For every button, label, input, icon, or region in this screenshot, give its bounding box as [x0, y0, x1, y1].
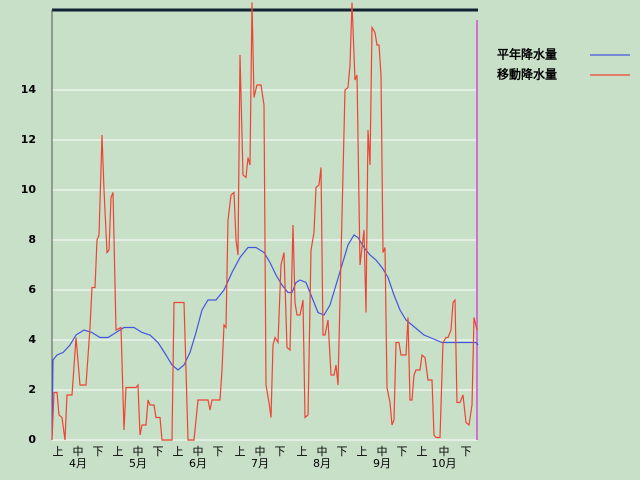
x-tick-label: 中	[73, 445, 84, 458]
x-tick-label: 中	[317, 445, 328, 458]
legend-label: 平年降水量	[497, 47, 557, 62]
x-tick-label: 上	[357, 445, 368, 458]
month-label: 7月	[251, 457, 269, 470]
y-tick-label: 6	[28, 283, 36, 296]
x-tick-label: 下	[461, 445, 472, 458]
legend-label: 移動降水量	[497, 67, 557, 82]
y-tick-label: 0	[28, 433, 36, 446]
x-tick-label: 中	[439, 445, 450, 458]
x-tick-label: 下	[93, 445, 104, 458]
y-tick-label: 4	[28, 333, 36, 346]
x-tick-label: 下	[213, 445, 224, 458]
y-tick-label: 14	[21, 83, 37, 96]
x-tick-label: 上	[173, 445, 184, 458]
x-tick-label: 下	[337, 445, 348, 458]
x-tick-label: 上	[113, 445, 124, 458]
x-tick-label: 中	[377, 445, 388, 458]
x-tick-label: 下	[397, 445, 408, 458]
month-label: 9月	[373, 457, 391, 470]
month-label: 4月	[69, 457, 87, 470]
x-tick-label: 下	[275, 445, 286, 458]
x-tick-label: 上	[297, 445, 308, 458]
y-tick-label: 10	[21, 183, 37, 196]
month-label: 10月	[432, 457, 457, 470]
y-tick-label: 12	[21, 133, 36, 146]
x-tick-label: 上	[235, 445, 246, 458]
month-label: 6月	[189, 457, 207, 470]
month-label: 8月	[313, 457, 331, 470]
x-tick-label: 中	[193, 445, 204, 458]
month-label: 5月	[129, 457, 147, 470]
x-tick-label: 中	[255, 445, 266, 458]
x-tick-label: 上	[53, 445, 64, 458]
y-tick-label: 2	[28, 383, 36, 396]
series-line	[51, 2, 478, 441]
x-tick-label: 中	[133, 445, 144, 458]
x-tick-label: 下	[153, 445, 164, 458]
x-tick-label: 上	[417, 445, 428, 458]
y-tick-label: 8	[28, 233, 36, 246]
